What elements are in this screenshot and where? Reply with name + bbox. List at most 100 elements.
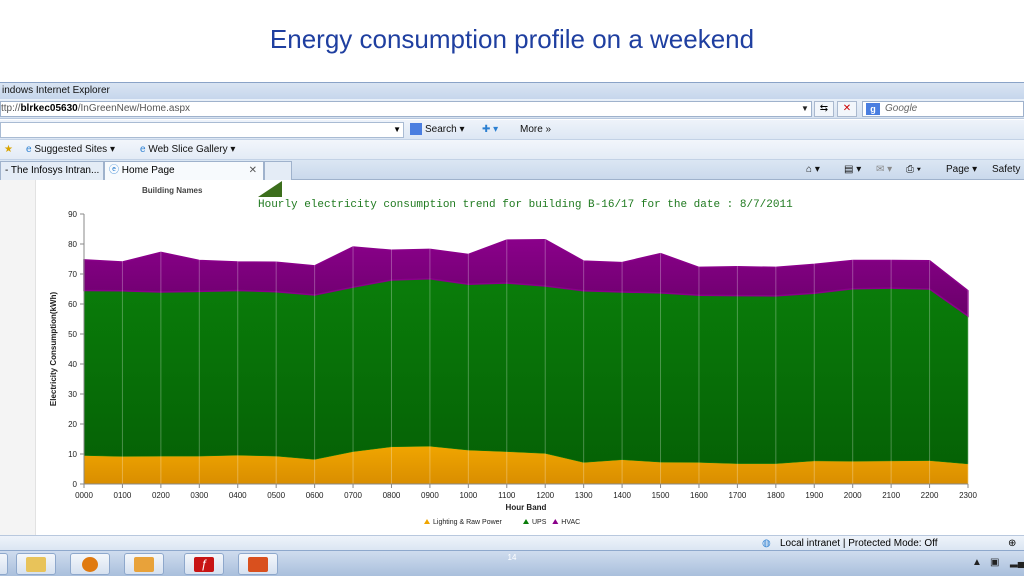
legend-marker — [523, 519, 529, 524]
home-icon[interactable]: ⌂ ▾ — [806, 164, 820, 175]
x-tick-label: 0100 — [114, 491, 132, 500]
toolbar-search-button[interactable]: Search ▾ — [410, 122, 464, 138]
window-title: indows Internet Explorer — [0, 83, 1024, 99]
plugin-icon[interactable]: ✚ ▾ — [482, 124, 499, 135]
slide-title: Energy consumption profile on a weekend — [269, 24, 755, 54]
page-number: 14 — [507, 553, 517, 562]
url-path: /InGreenNew/Home.aspx — [77, 103, 191, 114]
search-input[interactable]: g Google — [862, 101, 1024, 117]
mail-icon[interactable]: ✉ ▾ — [876, 164, 893, 175]
outlook-taskbar-button[interactable] — [124, 553, 164, 575]
y-tick-label: 20 — [68, 420, 77, 429]
page-menu[interactable]: Page ▾ — [946, 164, 978, 175]
building-names-label: Building Names — [142, 186, 203, 195]
stop-icon[interactable]: ✕ — [837, 101, 857, 117]
url-dropdown-icon[interactable]: ▼ — [801, 104, 809, 113]
search-placeholder: Google — [885, 103, 918, 114]
area-series-hvac — [83, 239, 969, 318]
x-tick-label: 0300 — [190, 491, 208, 500]
refresh-icon[interactable]: ⇆ — [814, 101, 834, 117]
print-icon[interactable]: ⎙ ▾ — [906, 164, 921, 175]
y-tick-label: 30 — [68, 390, 77, 399]
x-tick-label: 0700 — [344, 491, 362, 500]
x-tick-label: 1000 — [459, 491, 477, 500]
x-tick-label: 2300 — [959, 491, 977, 500]
favorites-star-icon[interactable]: ★ — [4, 144, 13, 155]
flash-icon: ƒ — [194, 557, 214, 572]
signal-icon[interactable]: ▂▄ — [1010, 557, 1024, 568]
y-tick-label: 60 — [68, 300, 77, 309]
legend-marker — [424, 519, 430, 524]
tray-arrow-icon[interactable]: ▲ — [972, 557, 982, 568]
folder-icon — [26, 557, 46, 572]
y-tick-label: 10 — [68, 450, 77, 459]
legend-label: HVAC — [561, 519, 580, 526]
page-content: Building Names Hourly electricity consum… — [0, 180, 1024, 535]
more-button[interactable]: More » — [520, 124, 552, 135]
intranet-icon: ◍ — [762, 538, 771, 549]
x-tick-label: 1700 — [728, 491, 746, 500]
tab-label: - The Infosys Intran... — [5, 165, 100, 176]
explorer-taskbar-button[interactable] — [16, 553, 56, 575]
powerpoint-icon — [248, 557, 268, 572]
x-tick-label: 1800 — [767, 491, 785, 500]
url-field[interactable]: ttp://blrkec05630/InGreenNew/Home.aspx ▼ — [0, 101, 812, 117]
x-tick-label: 0200 — [152, 491, 170, 500]
web-slice-gallery-label: Web Slice Gallery ▾ — [148, 144, 236, 155]
y-tick-label: 40 — [68, 360, 77, 369]
safety-menu[interactable]: Safety — [992, 164, 1021, 175]
x-tick-label: 0900 — [421, 491, 439, 500]
tab-infosys-intranet[interactable]: - The Infosys Intran... — [0, 161, 104, 180]
new-tab-button[interactable] — [264, 161, 292, 180]
media-taskbar-button[interactable] — [70, 553, 110, 575]
legend-label: UPS — [532, 519, 547, 526]
tab-label: Home Page — [121, 165, 175, 176]
outlook-icon — [134, 557, 154, 572]
web-slice-gallery-link[interactable]: e Web Slice Gallery ▾ — [140, 142, 235, 158]
x-tick-label: 0400 — [229, 491, 247, 500]
toolbar-search-input[interactable]: ▼ — [0, 122, 404, 138]
legend-label: Lighting & Raw Power — [433, 519, 503, 526]
x-tick-label: 2000 — [844, 491, 862, 500]
media-player-icon — [82, 557, 98, 572]
google-icon — [410, 123, 422, 136]
taskbar: ƒ 14 ▲ ▣ ▂▄ — [0, 550, 1024, 576]
tab-home-page[interactable]: ⓔ Home Page ✕ — [104, 161, 264, 180]
browser-window: indows Internet Explorer ttp://blrkec056… — [0, 82, 1024, 551]
toolbar: ▼ Search ▾ ✚ ▾ More » — [0, 120, 1024, 140]
y-tick-label: 80 — [68, 240, 77, 249]
address-bar: ttp://blrkec05630/InGreenNew/Home.aspx ▼ … — [0, 99, 1024, 119]
flash-taskbar-button[interactable]: ƒ — [184, 553, 224, 575]
zoom-icon[interactable]: ⊕ — [1008, 538, 1017, 549]
x-tick-label: 0000 — [75, 491, 93, 500]
close-tab-icon[interactable]: ✕ — [248, 165, 257, 176]
ie-tab-icon: ⓔ — [109, 165, 119, 176]
x-tick-label: 1200 — [536, 491, 554, 500]
y-tick-label: 70 — [68, 270, 77, 279]
google-logo-icon: g — [866, 103, 880, 115]
x-tick-label: 1100 — [498, 491, 516, 500]
toolbar-dropdown-icon[interactable]: ▼ — [393, 125, 401, 134]
x-tick-label: 0600 — [306, 491, 324, 500]
suggested-sites-link[interactable]: e Suggested Sites ▾ — [26, 142, 115, 158]
x-tick-label: 1600 — [690, 491, 708, 500]
x-tick-label: 0800 — [383, 491, 401, 500]
y-tick-label: 90 — [68, 210, 77, 219]
x-tick-label: 1300 — [575, 491, 593, 500]
tab-bar: - The Infosys Intran... ⓔ Home Page ✕ ⌂ ▾… — [0, 160, 1024, 180]
energy-chart: 0 10 20 30 40 50 60 70 80 90 0000 0100 0200 0300 0400 0… — [49, 210, 977, 526]
url-host: blrkec05630 — [20, 103, 78, 114]
ie-page-icon: e — [140, 144, 146, 155]
y-tick-label: 50 — [68, 330, 77, 339]
chart-title: Hourly electricity consumption trend for… — [258, 199, 793, 211]
powerpoint-taskbar-button[interactable] — [238, 553, 278, 575]
feeds-icon[interactable]: ▤ ▾ — [844, 164, 862, 175]
url-prefix: ttp:// — [1, 103, 21, 114]
triangle-icon[interactable] — [258, 181, 282, 197]
start-edge[interactable] — [0, 553, 8, 575]
x-tick-label: 0500 — [267, 491, 285, 500]
network-icon[interactable]: ▣ — [990, 557, 1000, 568]
y-axis-label: Electricity Consumption(kWh) — [49, 292, 58, 407]
legend-marker — [552, 519, 559, 524]
status-bar: ◍ Local intranet | Protected Mode: Off ⊕ — [0, 535, 1024, 551]
